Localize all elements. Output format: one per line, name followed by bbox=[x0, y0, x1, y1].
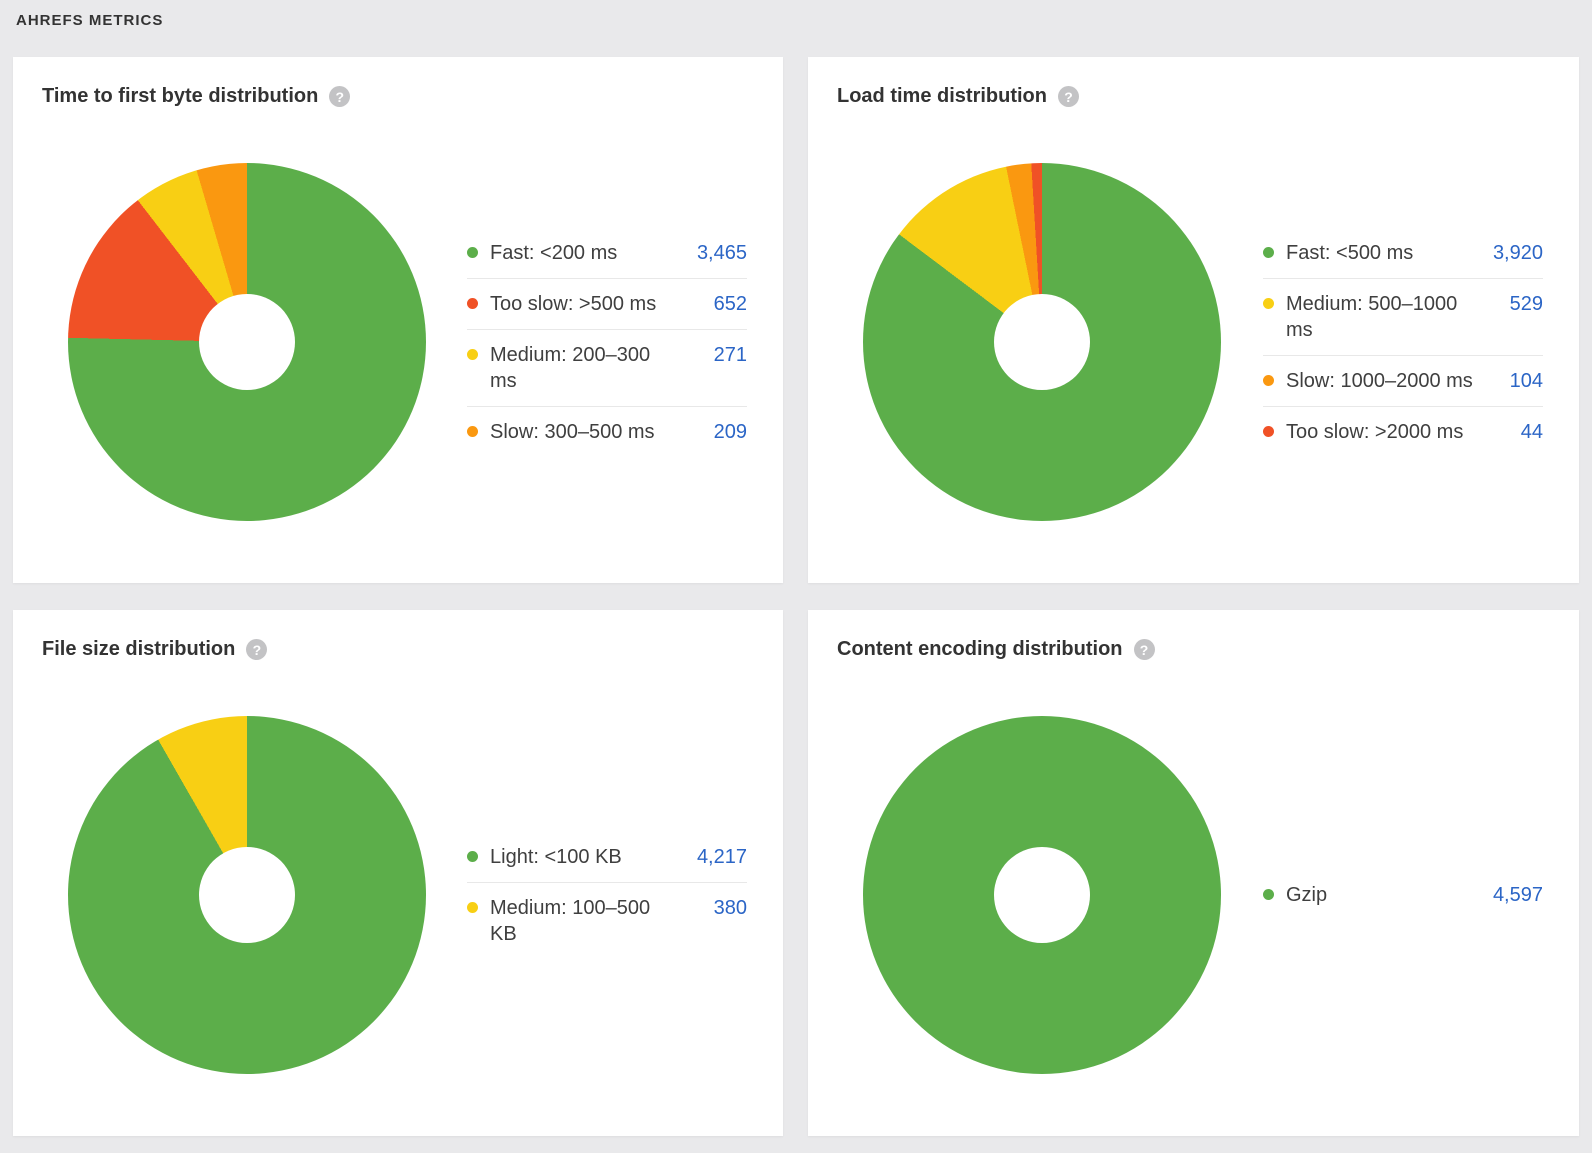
legend-dot-icon bbox=[1263, 297, 1274, 309]
help-icon[interactable]: ? bbox=[246, 639, 268, 660]
legend-value-link[interactable]: 3,920 bbox=[1492, 241, 1543, 264]
legend-item: Fast: <200 ms 3,465 bbox=[467, 228, 747, 278]
legend-label: Slow: 1000–2000 ms bbox=[1286, 369, 1473, 392]
legend-dot-icon bbox=[467, 425, 478, 437]
legend-value-link[interactable]: 380 bbox=[713, 896, 747, 919]
legend-label: Too slow: >2000 ms bbox=[1286, 420, 1464, 443]
donut-hole bbox=[199, 294, 295, 390]
legend-dot-icon bbox=[1263, 246, 1274, 258]
legend-value-link[interactable]: 104 bbox=[1509, 369, 1543, 392]
help-icon[interactable]: ? bbox=[1058, 86, 1079, 107]
card-body: Light: <100 KB 4,217 Medium: 100–500 KB 380 bbox=[13, 610, 783, 1136]
card-title-row: Content encoding distribution ? bbox=[837, 638, 1155, 661]
card-body: Fast: <500 ms 3,920 Medium: 500–1000 ms 529… bbox=[808, 57, 1579, 583]
legend-label: Fast: <500 ms bbox=[1286, 241, 1414, 264]
legend: Gzip 4,597 bbox=[1263, 870, 1543, 920]
card-title: File size distribution bbox=[42, 638, 236, 660]
legend-value-link[interactable]: 4,217 bbox=[696, 845, 747, 868]
legend-item: Gzip 4,597 bbox=[1263, 870, 1543, 920]
legend: Fast: <200 ms 3,465 Too slow: >500 ms 652 Me… bbox=[467, 228, 747, 457]
legend-item: Medium: 500–1000 ms 529 bbox=[1263, 277, 1543, 355]
card-body: Gzip 4,597 bbox=[808, 610, 1579, 1136]
legend: Light: <100 KB 4,217 Medium: 100–500 KB 380 bbox=[467, 832, 747, 959]
legend-label: Medium: 200–300 ms bbox=[490, 343, 651, 392]
legend-dot-icon bbox=[1263, 425, 1274, 437]
help-icon[interactable]: ? bbox=[1133, 639, 1155, 660]
legend-item: Too slow: >2000 ms 44 bbox=[1263, 405, 1543, 457]
legend-label: Too slow: >500 ms bbox=[490, 292, 657, 315]
legend-value-link[interactable]: 652 bbox=[713, 292, 747, 315]
legend-value-link[interactable]: 529 bbox=[1509, 292, 1543, 315]
donut-hole bbox=[994, 294, 1090, 390]
donut-chart[interactable] bbox=[863, 163, 1221, 521]
legend-label: Light: <100 KB bbox=[490, 845, 622, 868]
donut-chart[interactable] bbox=[863, 716, 1221, 1074]
card-load-time: Load time distribution ? Fast: <500 ms 3,… bbox=[808, 57, 1579, 583]
legend-label: Gzip bbox=[1286, 884, 1328, 906]
legend-value-link[interactable]: 209 bbox=[713, 420, 747, 443]
section-title: AHREFS METRICS bbox=[16, 12, 164, 29]
donut-chart[interactable] bbox=[68, 716, 426, 1074]
card-title: Load time distribution bbox=[837, 85, 1047, 107]
legend-item: Light: <100 KB 4,217 bbox=[467, 832, 747, 882]
card-title-row: File size distribution ? bbox=[42, 638, 268, 661]
legend-label: Fast: <200 ms bbox=[490, 241, 618, 264]
card-content-encoding: Content encoding distribution ? Gzip 4,59… bbox=[808, 610, 1579, 1136]
legend-label: Slow: 300–500 ms bbox=[490, 420, 655, 443]
legend-dot-icon bbox=[467, 246, 478, 258]
card-title-row: Time to first byte distribution ? bbox=[42, 85, 351, 108]
card-title: Time to first byte distribution bbox=[42, 85, 319, 107]
card-title: Content encoding distribution bbox=[837, 638, 1123, 660]
legend-value-link[interactable]: 44 bbox=[1520, 420, 1543, 443]
legend-dot-icon bbox=[1263, 374, 1274, 386]
legend-item: Slow: 1000–2000 ms 104 bbox=[1263, 354, 1543, 406]
legend-dot-icon bbox=[1263, 889, 1274, 900]
donut-hole bbox=[199, 847, 295, 943]
legend-item: Slow: 300–500 ms 209 bbox=[467, 405, 747, 457]
legend-dot-icon bbox=[467, 348, 478, 360]
legend-dot-icon bbox=[467, 850, 478, 862]
legend-value-link[interactable]: 3,465 bbox=[696, 241, 747, 264]
legend-dot-icon bbox=[467, 297, 478, 309]
legend-item: Fast: <500 ms 3,920 bbox=[1263, 228, 1543, 278]
card-body: Fast: <200 ms 3,465 Too slow: >500 ms 652 Me… bbox=[13, 57, 783, 583]
legend-item: Medium: 100–500 KB 380 bbox=[467, 881, 747, 959]
card-title-row: Load time distribution ? bbox=[837, 85, 1079, 108]
legend-label: Medium: 100–500 KB bbox=[490, 896, 651, 945]
legend-item: Medium: 200–300 ms 271 bbox=[467, 328, 747, 406]
donut-chart[interactable] bbox=[68, 163, 426, 521]
legend-value-link[interactable]: 271 bbox=[713, 343, 747, 366]
help-icon[interactable]: ? bbox=[329, 86, 351, 107]
donut-hole bbox=[994, 847, 1090, 943]
legend: Fast: <500 ms 3,920 Medium: 500–1000 ms 529… bbox=[1263, 228, 1543, 457]
legend-item: Too slow: >500 ms 652 bbox=[467, 277, 747, 329]
card-file-size: File size distribution ? Light: <100 KB 4… bbox=[13, 610, 783, 1136]
card-time-to-first-byte: Time to first byte distribution ? Fast: … bbox=[13, 57, 783, 583]
legend-label: Medium: 500–1000 ms bbox=[1286, 292, 1458, 341]
legend-dot-icon bbox=[467, 901, 478, 913]
legend-value-link[interactable]: 4,597 bbox=[1492, 884, 1543, 906]
